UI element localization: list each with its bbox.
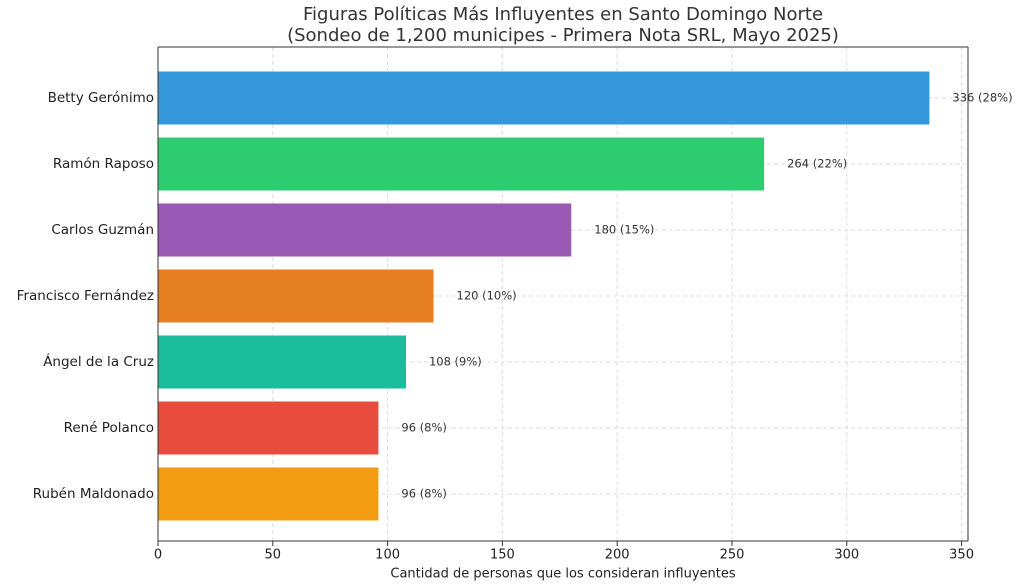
bar	[158, 269, 434, 323]
value-label: 336 (28%)	[952, 91, 1012, 105]
chart-title: Figuras Políticas Más Influyentes en San…	[303, 4, 823, 25]
value-label: 180 (15%)	[594, 223, 654, 237]
x-tick-label: 250	[720, 548, 745, 563]
bar	[158, 467, 379, 521]
bar	[158, 401, 379, 455]
x-tick-label: 350	[949, 548, 974, 563]
value-label: 120 (10%)	[457, 289, 517, 303]
y-tick-label: Betty Gerónimo	[48, 90, 154, 106]
x-tick-label: 50	[265, 548, 282, 563]
value-label: 108 (9%)	[429, 355, 482, 369]
value-label: 96 (8%)	[401, 487, 447, 501]
y-tick-label: Ramón Raposo	[53, 156, 154, 172]
y-tick-label: Ángel de la Cruz	[43, 353, 154, 370]
bar	[158, 137, 765, 191]
chart-subtitle: (Sondeo de 1,200 municipes - Primera Not…	[287, 25, 839, 46]
bar	[158, 71, 930, 125]
bar	[158, 203, 572, 257]
y-tick-label: René Polanco	[64, 420, 154, 436]
y-tick-label: Francisco Fernández	[17, 288, 154, 304]
bar	[158, 335, 406, 389]
x-tick-label: 0	[154, 548, 162, 563]
x-tick-label: 300	[834, 548, 859, 563]
x-axis-label: Cantidad de personas que los consideran …	[390, 567, 735, 582]
value-label: 264 (22%)	[787, 157, 847, 171]
y-tick-label: Rubén Maldonado	[33, 486, 154, 502]
y-tick-label: Carlos Guzmán	[51, 222, 154, 238]
x-tick-label: 200	[605, 548, 630, 563]
x-tick-label: 100	[375, 548, 400, 563]
x-tick-label: 150	[490, 548, 515, 563]
value-label: 96 (8%)	[401, 421, 447, 435]
